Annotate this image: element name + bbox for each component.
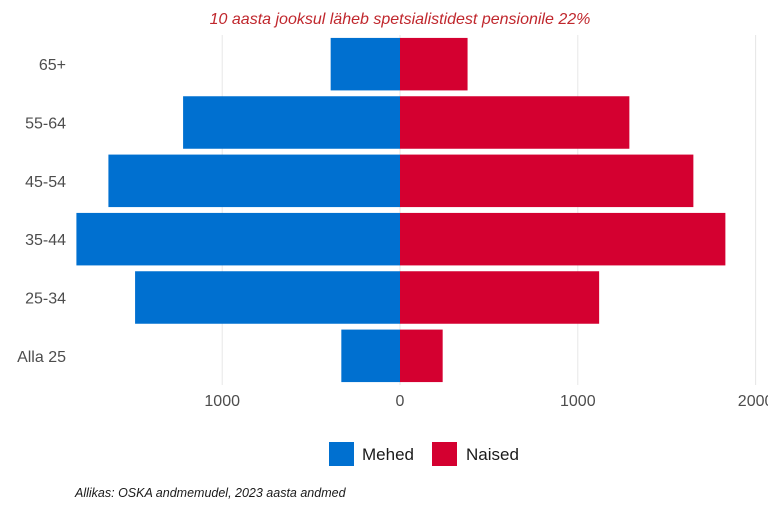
x-axis-labels: 1000 0 1000 2000 — [204, 393, 768, 410]
y-tick-label: 45-54 — [25, 174, 66, 191]
y-tick-label: Alla 25 — [17, 349, 66, 366]
bar-mehed-25-34 — [135, 271, 400, 324]
bars — [76, 37, 726, 383]
y-tick-label: 55-64 — [25, 116, 66, 133]
bar-naised-45-54 — [400, 154, 694, 208]
bar-mehed-45-54 — [108, 154, 401, 208]
bar-mehed-65- — [330, 37, 400, 91]
bar-mehed-alla-25 — [341, 329, 400, 383]
y-tick-label: 65+ — [39, 57, 66, 74]
y-tick-label: 25-34 — [25, 291, 66, 308]
legend-label-mehed: Mehed — [362, 445, 414, 464]
bar-naised-alla-25 — [400, 329, 443, 383]
x-tick-label: 1000 — [560, 393, 596, 410]
y-tick-label: 35-44 — [25, 232, 66, 249]
bar-naised-65- — [400, 37, 468, 91]
y-axis-labels: Alla 25 25-34 35-44 45-54 55-64 65+ — [17, 57, 66, 366]
bar-mehed-35-44 — [76, 212, 401, 266]
chart-subtitle: 10 aasta jooksul läheb spetsialistidest … — [210, 11, 591, 28]
legend-swatch-mehed — [329, 442, 354, 466]
bar-naised-25-34 — [400, 271, 600, 324]
legend-swatch-naised — [432, 442, 457, 466]
x-tick-label: 0 — [396, 393, 405, 410]
x-tick-label: 2000 — [738, 393, 768, 410]
bar-naised-35-44 — [400, 212, 726, 266]
legend-label-naised: Naised — [466, 445, 519, 464]
source-caption: Allikas: OSKA andmemudel, 2023 aasta and… — [74, 486, 347, 500]
bar-mehed-55-64 — [183, 96, 400, 149]
x-tick-label: 1000 — [204, 393, 240, 410]
gridlines — [221, 35, 757, 385]
legend: Mehed Naised — [329, 442, 519, 466]
bar-naised-55-64 — [400, 96, 630, 149]
